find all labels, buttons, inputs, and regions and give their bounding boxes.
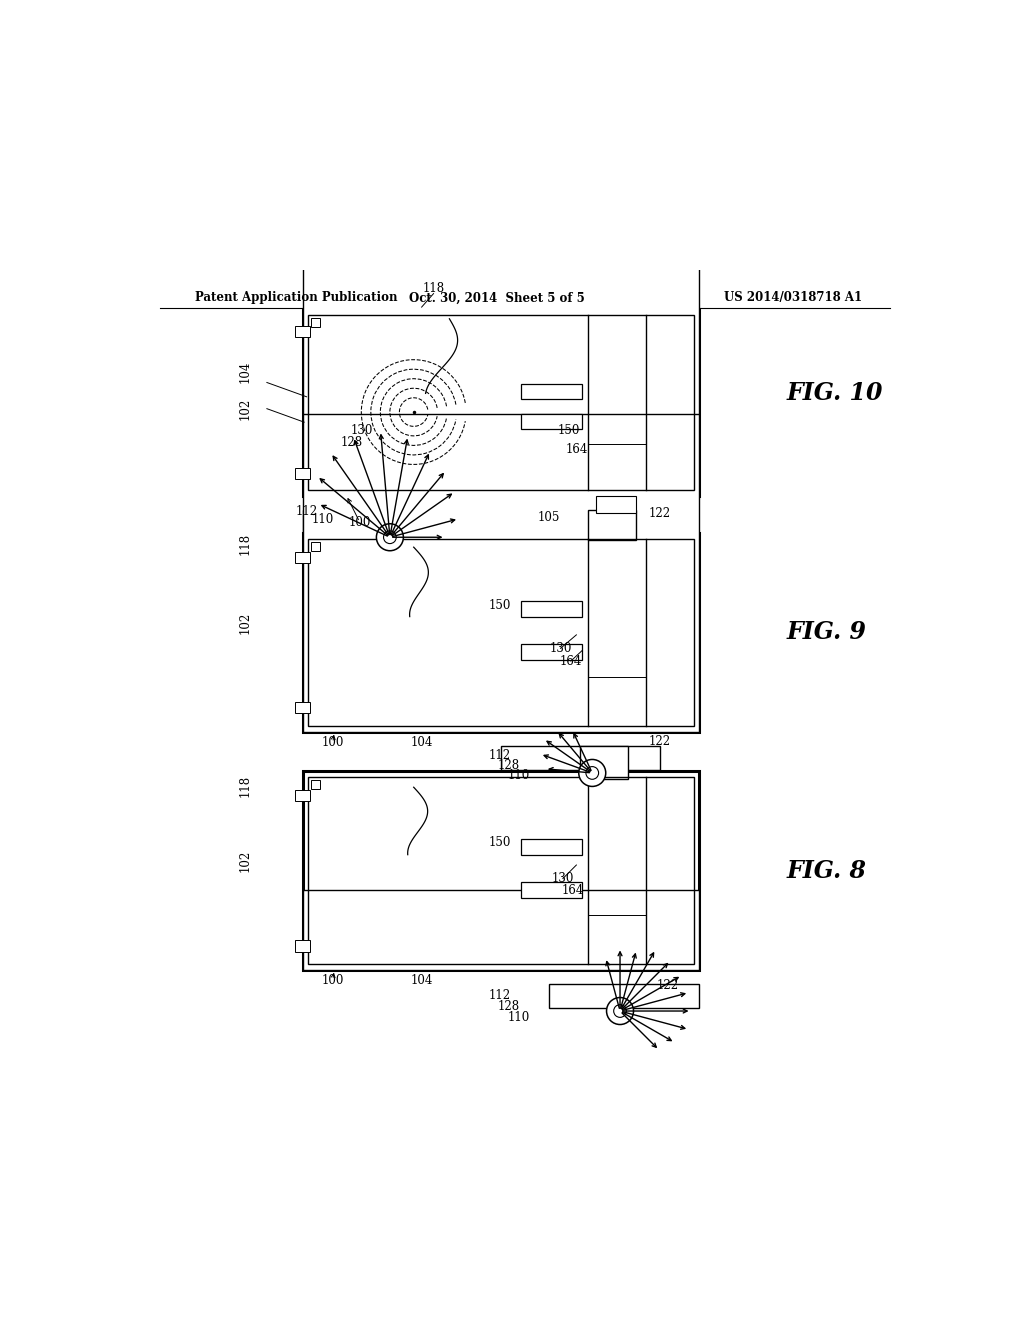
Bar	[521, 644, 583, 660]
Text: 122: 122	[656, 979, 679, 993]
Bar	[311, 543, 321, 550]
Text: 164: 164	[560, 655, 582, 668]
Bar	[296, 552, 309, 562]
Bar	[303, 511, 469, 535]
Text: 118: 118	[239, 532, 252, 554]
Bar	[308, 777, 694, 964]
Bar	[303, 309, 699, 496]
Text: 150: 150	[557, 425, 580, 437]
Text: 164: 164	[561, 884, 584, 896]
Bar	[303, 533, 699, 731]
Bar	[308, 315, 694, 491]
Text: 104: 104	[411, 737, 433, 750]
Bar	[296, 326, 309, 338]
Bar	[296, 940, 309, 952]
Circle shape	[586, 767, 599, 779]
Bar	[311, 780, 321, 789]
Text: Oct. 30, 2014  Sheet 5 of 5: Oct. 30, 2014 Sheet 5 of 5	[410, 292, 585, 305]
Bar	[521, 838, 583, 854]
Bar	[588, 511, 636, 540]
Text: FIG. 9: FIG. 9	[786, 620, 866, 644]
Text: 104: 104	[411, 974, 433, 986]
Text: 102: 102	[239, 850, 252, 873]
Circle shape	[377, 524, 403, 550]
Text: 110: 110	[507, 1011, 529, 1024]
Text: 130: 130	[552, 873, 574, 884]
Circle shape	[579, 759, 606, 787]
Text: 122: 122	[648, 735, 671, 748]
Text: 128: 128	[498, 999, 520, 1012]
Bar	[303, 771, 699, 970]
Text: 122: 122	[648, 507, 671, 520]
Bar	[296, 702, 309, 713]
Bar	[521, 601, 583, 616]
Text: 112: 112	[488, 748, 511, 762]
Circle shape	[613, 1005, 627, 1018]
Bar	[521, 384, 583, 399]
Text: 104: 104	[239, 360, 252, 383]
Bar	[521, 414, 583, 429]
Bar	[303, 891, 699, 970]
Circle shape	[606, 998, 634, 1024]
Text: 118: 118	[423, 281, 444, 294]
Text: 112: 112	[296, 506, 317, 519]
Bar	[581, 746, 628, 779]
Bar	[477, 511, 636, 524]
Text: 105: 105	[538, 511, 560, 524]
Bar	[311, 318, 321, 327]
Text: 102: 102	[239, 612, 252, 634]
Bar	[303, 414, 699, 731]
Circle shape	[384, 531, 396, 544]
Bar	[549, 983, 699, 1008]
Text: Patent Application Publication: Patent Application Publication	[196, 292, 398, 305]
Text: 100: 100	[322, 974, 344, 986]
Bar	[308, 539, 694, 726]
Text: 100: 100	[322, 737, 344, 750]
Text: 130: 130	[351, 424, 374, 437]
Bar	[296, 469, 309, 479]
Text: 130: 130	[549, 642, 571, 655]
Text: 128: 128	[498, 759, 520, 771]
Bar	[596, 496, 636, 513]
Text: 110: 110	[311, 513, 334, 527]
Text: 164: 164	[565, 444, 588, 457]
Text: FIG. 10: FIG. 10	[786, 380, 883, 405]
Text: 118: 118	[239, 775, 252, 797]
Text: 110: 110	[507, 768, 529, 781]
Text: 150: 150	[488, 837, 511, 849]
Bar	[521, 883, 583, 899]
Text: 102: 102	[239, 397, 252, 420]
Text: 128: 128	[341, 437, 362, 449]
Text: 150: 150	[488, 599, 511, 612]
Bar	[501, 746, 659, 770]
Text: FIG. 8: FIG. 8	[786, 858, 866, 883]
Text: 112: 112	[488, 989, 511, 1002]
Bar	[303, 0, 699, 496]
Text: US 2014/0318718 A1: US 2014/0318718 A1	[724, 292, 862, 305]
Bar	[296, 789, 309, 801]
Text: 100: 100	[348, 516, 371, 529]
